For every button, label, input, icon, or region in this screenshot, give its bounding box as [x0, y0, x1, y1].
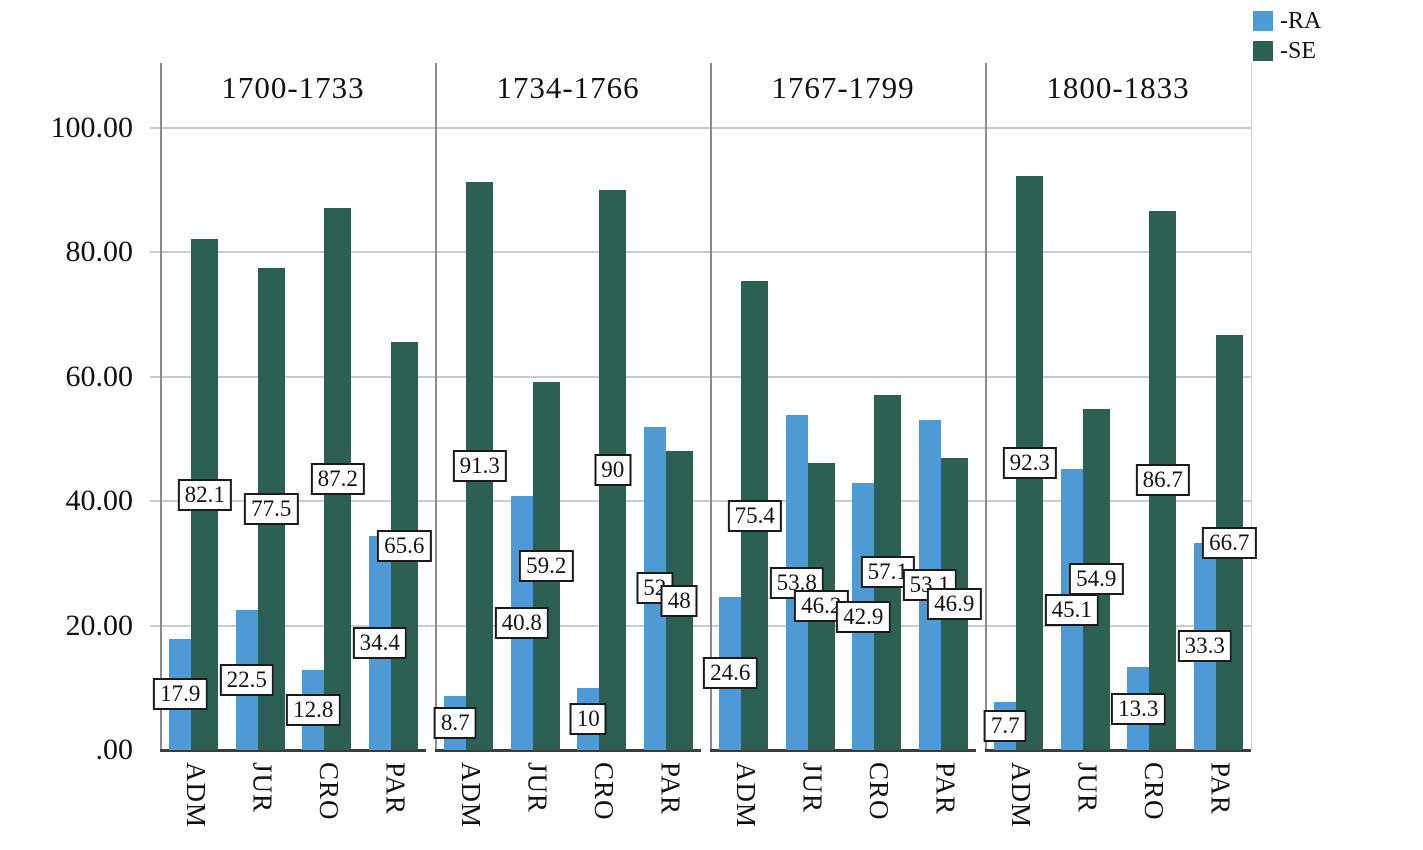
- panel-title: 1800-1833: [1046, 70, 1190, 105]
- x-tick-label: JUR: [247, 762, 278, 814]
- bar-value-label: 65.6: [377, 529, 432, 562]
- bar-value-label: 8.7: [433, 706, 477, 739]
- bar-value-label: 33.3: [1177, 630, 1232, 663]
- bar-value-label: 42.9: [836, 600, 891, 633]
- x-tick-label: PAR: [1205, 762, 1236, 816]
- x-tick-label: PAR: [655, 762, 686, 816]
- bar-value-label: 82.1: [177, 478, 232, 511]
- legend-label-se: -SE: [1280, 37, 1316, 64]
- x-tick-label: ADM: [1005, 762, 1036, 829]
- bar-value-label: 87.2: [310, 462, 365, 495]
- panel-title: 1734-1766: [496, 70, 640, 105]
- panel-y-axis-line: [710, 63, 712, 750]
- y-tick-label: 100.00: [50, 111, 134, 144]
- panel-x-axis-line: [435, 749, 701, 752]
- bar-value-label: 34.4: [352, 627, 407, 660]
- bar-value-label: 46.9: [927, 588, 982, 621]
- y-tick-label: .00: [95, 733, 134, 766]
- x-tick-label: PAR: [930, 762, 961, 816]
- panel-y-axis-line: [160, 63, 162, 750]
- bar-value-label: 24.6: [703, 657, 758, 690]
- x-tick-label: CRO: [863, 762, 894, 821]
- gridline: [150, 624, 1251, 627]
- bar-value-label: 92.3: [1002, 446, 1057, 479]
- panel-x-axis-line: [710, 749, 976, 752]
- x-tick-label: ADM: [455, 762, 486, 829]
- chart-legend: -RA -SE: [1253, 8, 1321, 64]
- panel-y-axis-line: [985, 63, 987, 750]
- gridline: [150, 500, 1251, 503]
- x-tick-label: ADM: [180, 762, 211, 829]
- gridline: [150, 375, 1251, 378]
- x-tick-label: JUR: [1072, 762, 1103, 814]
- gridline: [150, 127, 1251, 129]
- plot-right-border: [1251, 63, 1252, 750]
- panel-y-axis-line: [435, 63, 437, 750]
- legend-label-ra: -RA: [1280, 7, 1322, 34]
- gridline: [150, 251, 1251, 254]
- bar-value-label: 12.8: [286, 694, 341, 727]
- bar-value-label: 48: [660, 584, 698, 617]
- bar-value-label: 45.1: [1044, 593, 1099, 626]
- y-tick-label: 60.00: [65, 359, 134, 393]
- bar-value-label: 7.7: [983, 710, 1027, 743]
- x-tick-label: CRO: [588, 762, 619, 821]
- bar-value-label: 91.3: [452, 450, 507, 483]
- bar-value-label: 90: [594, 454, 632, 487]
- bar-value-label: 40.8: [494, 607, 549, 640]
- panel-x-axis-line: [160, 749, 426, 752]
- legend-item-se: -SE: [1253, 38, 1321, 64]
- bar-value-label: 77.5: [244, 492, 299, 525]
- x-tick-label: CRO: [313, 762, 344, 821]
- panel-x-axis-line: [985, 749, 1251, 752]
- bar-value-label: 13.3: [1111, 692, 1166, 725]
- bar-value-label: 17.9: [153, 678, 208, 711]
- bar-value-label: 10: [569, 702, 607, 735]
- x-tick-label: CRO: [1138, 762, 1169, 821]
- bar-value-label: 22.5: [219, 664, 274, 697]
- y-tick-label: 40.00: [65, 484, 134, 518]
- x-tick-label: JUR: [522, 762, 553, 814]
- y-tick-label: 80.00: [65, 235, 134, 269]
- legend-swatch-se: [1253, 41, 1273, 61]
- bar-value-label: 75.4: [727, 499, 782, 532]
- legend-swatch-ra: [1253, 11, 1273, 31]
- legend-item-ra: -RA: [1253, 8, 1321, 34]
- panel-title: 1767-1799: [771, 70, 915, 105]
- bar-value-label: 59.2: [519, 549, 574, 582]
- bar-value-label: 86.7: [1135, 464, 1190, 497]
- bar-value-label: 66.7: [1202, 526, 1257, 559]
- x-tick-label: PAR: [380, 762, 411, 816]
- bar-value-label: 54.9: [1069, 563, 1124, 596]
- panel-title: 1700-1733: [221, 70, 365, 105]
- y-tick-label: 20.00: [65, 608, 134, 642]
- x-tick-label: JUR: [797, 762, 828, 814]
- x-tick-label: ADM: [730, 762, 761, 829]
